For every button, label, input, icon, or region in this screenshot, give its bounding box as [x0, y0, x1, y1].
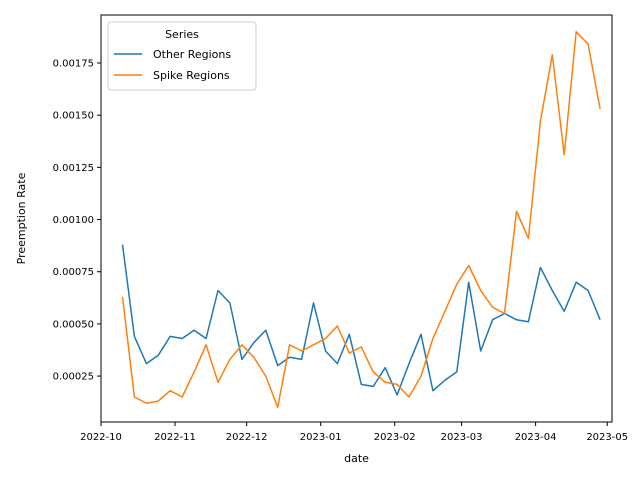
x-tick-label: 2023-01	[300, 432, 342, 443]
plot-frame	[100, 14, 613, 423]
x-tick-label: 2022-12	[226, 432, 268, 443]
y-tick-label: 0.00100	[53, 215, 94, 226]
y-tick-label: 0.00075	[53, 267, 94, 278]
x-tick-label: 2023-03	[441, 432, 483, 443]
x-tick-label: 2023-02	[374, 432, 416, 443]
x-tick-label: 2022-11	[154, 432, 196, 443]
x-axis-label: date	[344, 452, 369, 465]
legend: Series Other Regions Spike Regions	[107, 21, 257, 91]
x-tick-label: 2022-10	[80, 432, 122, 443]
legend-entry: Spike Regions	[153, 69, 230, 82]
x-tick-label: 2023-04	[515, 432, 557, 443]
legend-box	[107, 21, 257, 91]
series-line-other-regions	[121, 244, 601, 396]
y-tick-label: 0.00050	[53, 319, 94, 330]
y-tick-label: 0.00175	[53, 59, 94, 70]
y-tick-label: 0.00150	[53, 111, 94, 122]
x-tick-label: 2023-05	[586, 432, 628, 443]
y-axis-label: Preemption Rate	[15, 172, 28, 264]
series-line-spike-regions	[121, 30, 601, 409]
y-tick-label: 0.00125	[53, 163, 94, 174]
legend-entry: Other Regions	[153, 48, 231, 61]
legend-title: Series	[165, 28, 199, 41]
y-tick-label: 0.00025	[53, 372, 94, 383]
